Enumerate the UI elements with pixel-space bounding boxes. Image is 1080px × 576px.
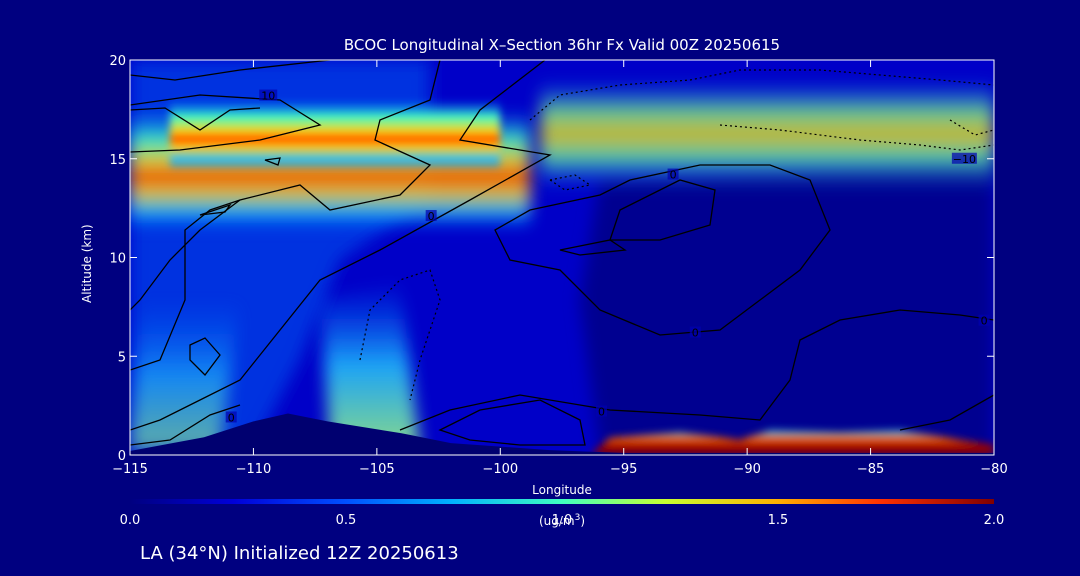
x-tick-label: −95 (610, 462, 637, 477)
contour-label: 0 (598, 406, 605, 419)
colorbar-ticks: 0.0 0.5 1.0 1.5 2.0 (120, 513, 1005, 528)
concentration-field (130, 60, 994, 455)
upper-layer-west-core (170, 100, 500, 170)
y-axis: 0 5 10 15 20 (109, 54, 994, 464)
colorbar-unit-superscript: 3 (574, 513, 581, 523)
contour-label: 0 (228, 411, 235, 424)
contour-label-bg (425, 210, 437, 222)
contour-line-surface-west (130, 404, 241, 446)
contour-label-bg (667, 168, 679, 180)
contour-label-group: 10 0 0 −10 0 0 0 0 (225, 89, 990, 424)
colorbar-unit-part1: (ug/m (538, 514, 575, 528)
x-tick-label: −110 (236, 462, 272, 477)
contour-line-far-east (899, 394, 994, 431)
contour-line-low-lobe (438, 399, 586, 446)
x-tick-label: −80 (980, 462, 1007, 477)
contour-line-west-vertical (130, 199, 241, 371)
surface-high-layer (590, 430, 994, 455)
contour-label: 0 (692, 327, 699, 340)
contour-label-bg (978, 314, 990, 326)
upper-layer-east (540, 80, 994, 190)
y-tick-label: 5 (118, 350, 126, 365)
terrain-profile (130, 413, 994, 455)
colorbar-tick-label: 2.0 (984, 513, 1005, 528)
contour-label-bg (689, 326, 701, 338)
x-tick-label: −100 (482, 462, 518, 477)
contour-line-neg-small (548, 174, 592, 191)
chart-title: BCOC Longitudinal X–Section 36hr Fx Vali… (343, 36, 781, 54)
x-tick-label: −115 (112, 462, 148, 477)
contour-line-0-upper (130, 60, 441, 311)
colorbar-unit-label: (ug/m3) (512, 511, 612, 529)
contour-line-small-c (189, 337, 221, 376)
contour-label: 10 (261, 90, 275, 103)
contour-line-wave (130, 107, 261, 131)
colorbar-tick-label: 1.0 (552, 513, 573, 528)
contour-label: 0 (428, 210, 435, 223)
contour-line-0-diagonal (130, 60, 552, 431)
contour-line-neg-10 (719, 124, 994, 151)
field-east-region (580, 160, 994, 455)
y-tick-label: 10 (109, 252, 126, 267)
x-tick-label: −90 (733, 462, 760, 477)
contour-lines-negative (359, 69, 994, 401)
x-tick-label: −105 (359, 462, 395, 477)
mid-plume (320, 280, 420, 450)
colorbar-tick-label: 0.0 (120, 513, 141, 528)
contour-line-10 (130, 94, 322, 153)
contour-line-small-b (264, 157, 281, 166)
contour-label-bg (259, 89, 278, 101)
y-tick-label: 20 (109, 54, 126, 69)
contour-label: 0 (981, 315, 988, 328)
contour-line-neg-plume (359, 269, 441, 401)
contour-label-bg (595, 405, 607, 417)
contour-line-neg-upper (529, 69, 994, 121)
colorbar (130, 499, 994, 504)
contour-line-upper-west (130, 60, 331, 81)
contour-label: −10 (953, 153, 976, 166)
colorbar-tick-label: 0.5 (336, 513, 357, 528)
contour-line-small-d (559, 239, 627, 256)
contour-label: 0 (670, 169, 677, 182)
x-axis-label: Longitude (532, 483, 592, 497)
colorbar-tick-label: 1.5 (768, 513, 789, 528)
y-tick-label: 15 (109, 153, 126, 168)
contour-line-low-east (399, 309, 994, 431)
contour-label-bg (225, 411, 237, 423)
x-tick-label: −85 (857, 462, 884, 477)
west-plume (130, 300, 240, 450)
y-tick-label: 0 (118, 449, 126, 464)
x-axis: −115 −110 −105 −100 −95 −90 −85 −80 (112, 60, 1008, 477)
colorbar-unit-part2: ) (580, 514, 586, 528)
contour-line-small-a (199, 203, 232, 216)
contour-label-bg (951, 152, 977, 164)
footer-caption: LA (34°N) Initialized 12Z 20250613 (140, 543, 459, 564)
